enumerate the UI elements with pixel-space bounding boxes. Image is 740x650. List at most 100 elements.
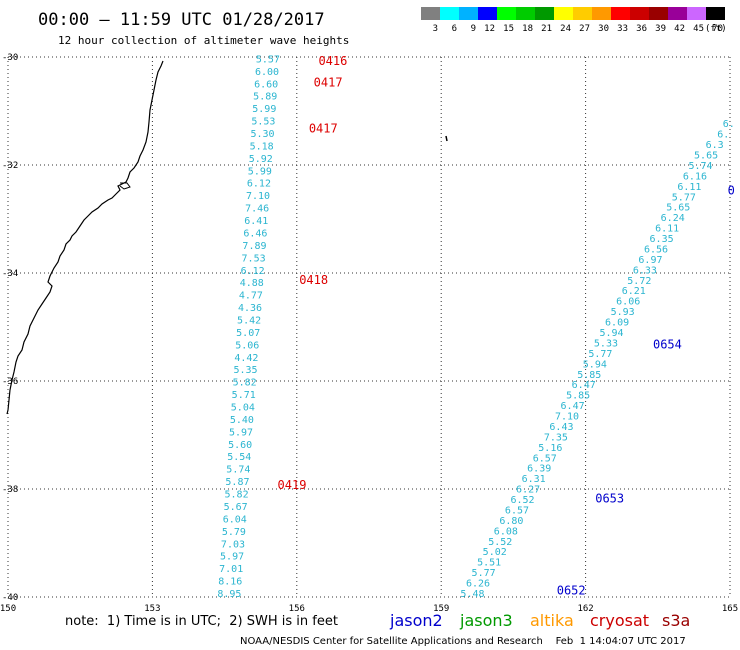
swh-value: 6.00 (255, 67, 279, 78)
swh-value: 5.77 (472, 568, 496, 579)
pass-time-label: 0417 (309, 122, 338, 136)
swh-value: 5.07 (236, 328, 260, 339)
swh-value: 6.16 (683, 171, 707, 182)
swh-value: 6.47 (561, 401, 585, 412)
chart-subtitle: 12 hour collection of altimeter wave hei… (58, 34, 349, 47)
swh-value: 6.57 (505, 505, 529, 516)
swh-value: 4.36 (238, 303, 262, 314)
longitude-tick-label: 159 (433, 604, 449, 614)
swh-value: 5.77 (588, 349, 612, 360)
swh-value: 6.41 (244, 216, 268, 227)
pass-time-label: 0416 (318, 54, 347, 68)
swh-value: 5.65 (666, 203, 690, 214)
swh-value: 6.11 (655, 224, 679, 235)
swh-value: 6.11 (677, 182, 701, 193)
pass-time-label: 0419 (278, 478, 307, 492)
pass-time-label: 0652 (557, 583, 586, 597)
legend-swatch (630, 7, 649, 20)
swh-value: 5.93 (611, 307, 635, 318)
legend-label: 12 (484, 24, 495, 34)
swh-value: 6.56 (644, 244, 668, 255)
swh-value: 5.82 (233, 378, 257, 389)
swh-value: 5.67 (224, 502, 248, 513)
swh-value: 6.12 (247, 179, 271, 190)
swh-value: 6.04 (223, 514, 247, 525)
swh-value: 5.48 (460, 589, 484, 600)
legend-swatch (668, 7, 687, 20)
swh-value: 5.99 (252, 104, 276, 115)
satellite-legend-jason2: jason2 (389, 611, 443, 630)
legend-swatch (592, 7, 611, 20)
footer-note: note: 1) Time is in UTC; 2) SWH is in fe… (65, 614, 338, 629)
latitude-tick-label: -30 (2, 53, 18, 63)
longitude-tick-label: 156 (289, 604, 305, 614)
swh-value: 5.97 (229, 427, 253, 438)
swh-value: 6.3 (706, 140, 724, 151)
legend-label: 70 (712, 24, 723, 34)
swh-value: 6.06 (616, 297, 640, 308)
swh-value: 5.42 (237, 315, 261, 326)
longitude-tick-label: 150 (0, 604, 16, 614)
legend-label: 27 (579, 24, 590, 34)
legend-label: 3 (433, 24, 438, 34)
swh-value: 4.88 (240, 278, 264, 289)
credit-line: NOAA/NESDIS Center for Satellite Applica… (240, 636, 686, 647)
lat-lon-grid (7, 56, 731, 598)
legend-swatch (421, 7, 440, 20)
legend-swatch (611, 7, 630, 20)
pass-time-label: 0 (728, 184, 735, 198)
longitude-tick-label: 165 (722, 604, 738, 614)
legend-label: 42 (674, 24, 685, 34)
swh-value: 5.87 (225, 477, 249, 488)
swh-value: 5.74 (226, 465, 250, 476)
swh-value: 7.46 (245, 204, 269, 215)
satellite-legend-cryosat: cryosat (590, 611, 649, 630)
swh-value: 5.74 (688, 161, 712, 172)
chart-title: 00:00 – 11:59 UTC 01/28/2017 (38, 10, 325, 30)
swh-value: 5.16 (538, 443, 562, 454)
swh-value: 5.85 (566, 391, 590, 402)
swh-value: 6.43 (549, 422, 573, 433)
swh-value: 6.35 (650, 234, 674, 245)
swh-value: 8.95 (217, 589, 241, 600)
swh-value: 5.18 (250, 141, 274, 152)
latitude-tick-label: -32 (2, 161, 18, 171)
swh-value: 6. (717, 130, 729, 141)
swh-value: 6. (723, 119, 735, 130)
swh-value: 7.53 (242, 253, 266, 264)
latitude-tick-label: -36 (2, 377, 18, 387)
legend-unit: (ft) (705, 24, 727, 34)
latitude-tick-label: -38 (2, 485, 18, 495)
swh-value: 4.42 (234, 353, 258, 364)
satellite-legend: jason2 jason3 altika cryosat s3a (389, 611, 690, 630)
swh-value: 5.35 (233, 365, 257, 376)
legend-swatch (687, 7, 706, 20)
coastline-inlet (119, 182, 131, 190)
legend-swatch (554, 7, 573, 20)
swh-value: 5.33 (594, 338, 618, 349)
legend-swatch (478, 7, 497, 20)
pass-time-labels: 0416 0417 0417 0418 0419 0654 0653 0652 0 (278, 54, 735, 597)
swh-value: 6.12 (241, 266, 265, 277)
swh-value: 6.80 (499, 516, 523, 527)
australia-coastline (6, 60, 164, 415)
satellite-legend-s3a: s3a (662, 611, 690, 630)
legend-swatch (573, 7, 592, 20)
island-dot (445, 135, 448, 142)
swh-value: 6.31 (522, 474, 546, 485)
swh-value: 5.71 (232, 390, 256, 401)
swh-value: 5.79 (222, 527, 246, 538)
wave-height-color-legend: 3 6 9 12 15 18 21 24 27 30 33 36 39 42 45 70(ft) (421, 7, 727, 34)
pass-time-label: 0418 (299, 273, 328, 287)
swh-value: 5.53 (251, 117, 275, 128)
swh-value: 5.65 (694, 151, 718, 162)
swh-value: 5.97 (220, 552, 244, 563)
swh-value: 5.85 (577, 370, 601, 381)
legend-label: 9 (471, 24, 476, 34)
swh-value: 5.04 (231, 403, 255, 414)
swh-value: 4.77 (239, 291, 263, 302)
swh-value: 5.99 (248, 166, 272, 177)
legend-label: 45 (693, 24, 704, 34)
swh-value: 5.52 (488, 537, 512, 548)
legend-swatch (516, 7, 535, 20)
